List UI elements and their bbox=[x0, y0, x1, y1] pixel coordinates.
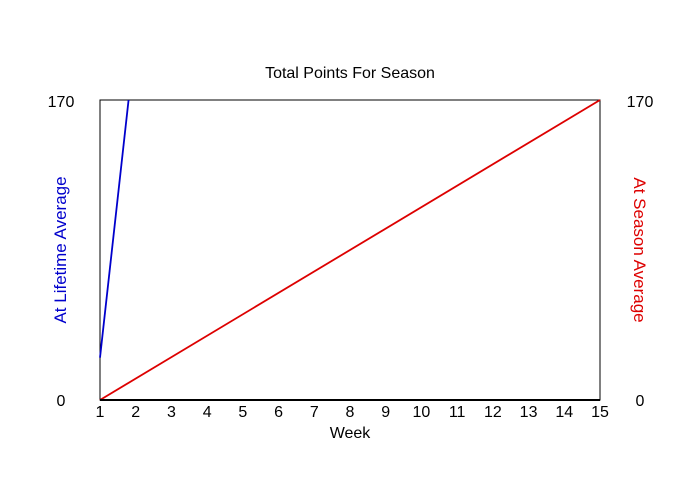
x-axis-label: Week bbox=[330, 425, 372, 442]
x-tick-label: 11 bbox=[449, 404, 466, 421]
y-left-tick-top: 170 bbox=[48, 94, 75, 111]
x-tick-label: 1 bbox=[96, 404, 105, 421]
y-right-axis-label: At Season Average bbox=[630, 177, 649, 322]
y-right-tick-top: 170 bbox=[627, 94, 654, 111]
series-line-lifetime bbox=[99, 99, 130, 358]
x-tick-label: 7 bbox=[310, 404, 319, 421]
x-tick-label: 2 bbox=[131, 404, 140, 421]
x-tick-label: 13 bbox=[520, 404, 538, 421]
x-tick-label: 8 bbox=[346, 404, 355, 421]
series-layer bbox=[99, 99, 601, 401]
x-tick-labels: 1 2 3 4 5 6 7 8 9 10 11 12 13 14 15 bbox=[96, 404, 609, 421]
x-tick-label: 4 bbox=[203, 404, 212, 421]
x-tick-label: 6 bbox=[274, 404, 283, 421]
x-tick-label: 5 bbox=[238, 404, 247, 421]
x-tick-label: 10 bbox=[413, 404, 431, 421]
x-tick-label: 3 bbox=[167, 404, 176, 421]
x-tick-label: 15 bbox=[591, 404, 609, 421]
x-tick-label: 14 bbox=[555, 404, 573, 421]
y-right-tick-bottom: 0 bbox=[636, 393, 645, 410]
series-line-season bbox=[99, 99, 601, 401]
chart-title: Total Points For Season bbox=[265, 65, 435, 82]
y-left-tick-bottom: 0 bbox=[57, 393, 66, 410]
y-left-axis-label: At Lifetime Average bbox=[51, 176, 70, 323]
x-tick-label: 9 bbox=[381, 404, 390, 421]
x-tick-label: 12 bbox=[484, 404, 502, 421]
